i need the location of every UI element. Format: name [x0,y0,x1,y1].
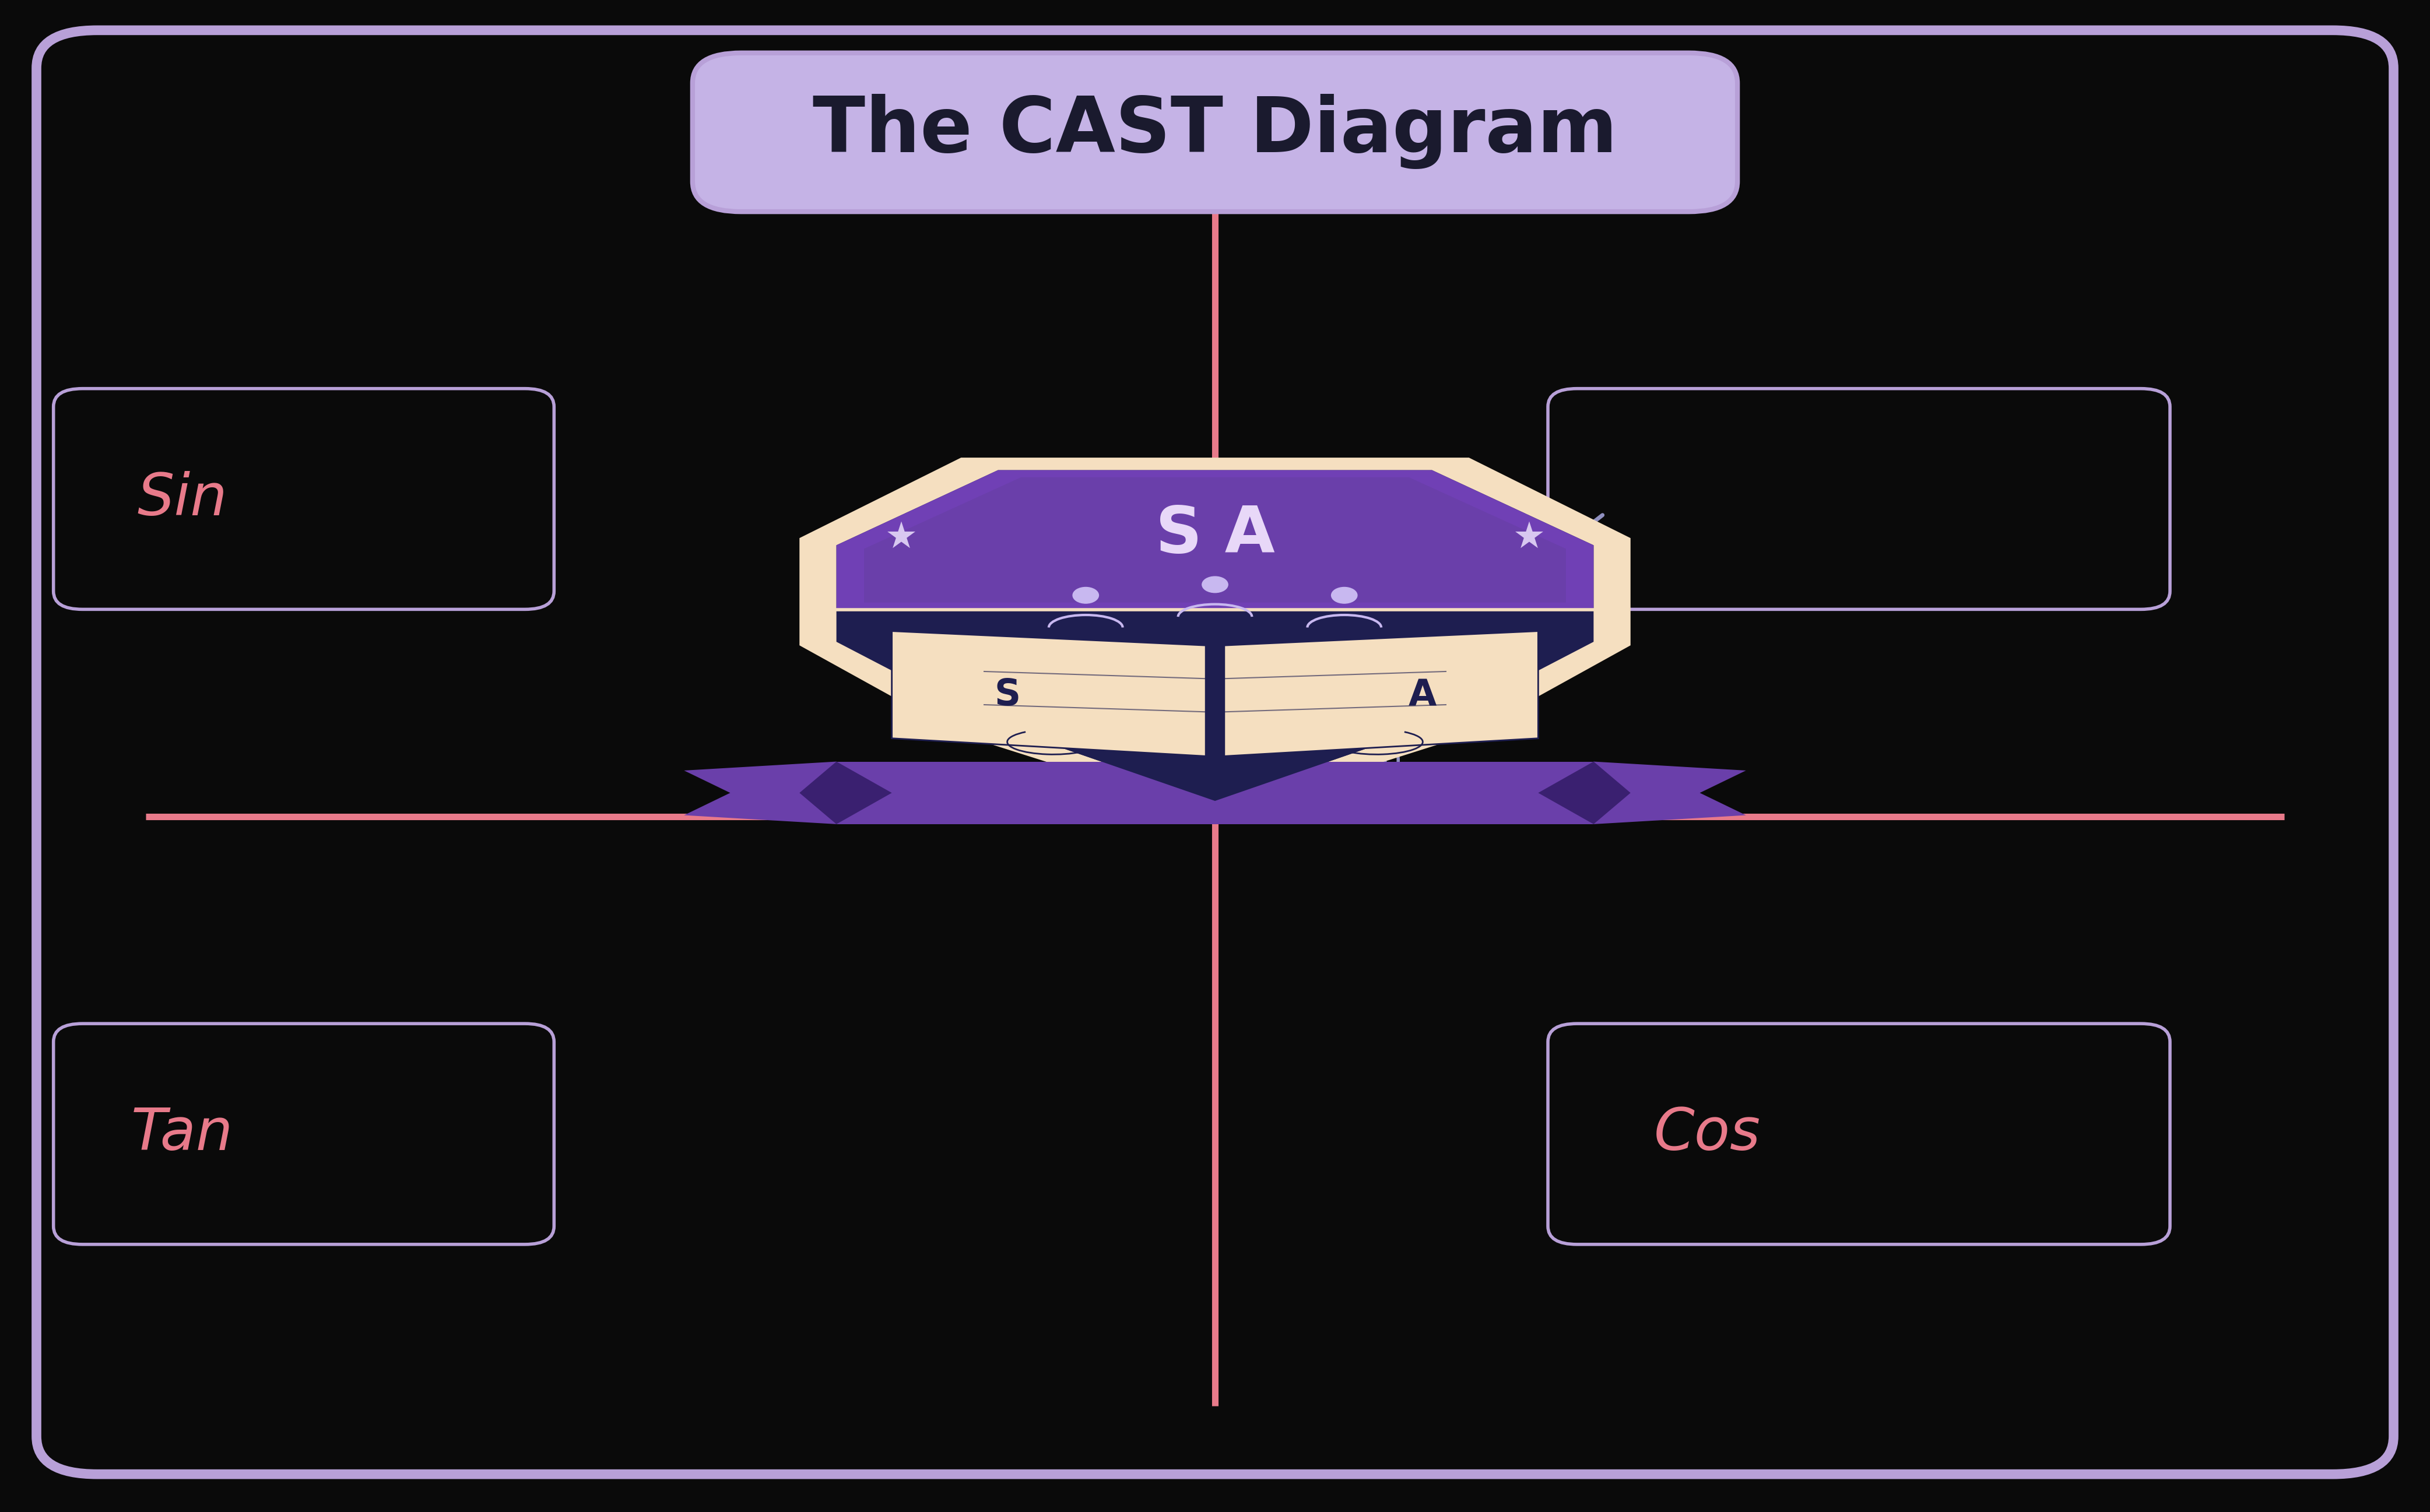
FancyBboxPatch shape [693,53,1737,212]
Text: S A: S A [1154,503,1276,565]
Circle shape [1072,587,1098,603]
Polygon shape [865,478,1565,602]
Polygon shape [836,470,1594,801]
Polygon shape [1538,762,1631,824]
Text: Sin: Sin [136,470,228,528]
Circle shape [1203,576,1227,593]
Text: A: A [1409,677,1436,712]
Polygon shape [1538,762,1745,824]
Circle shape [1332,587,1358,603]
Polygon shape [685,762,892,824]
Polygon shape [892,631,1205,756]
Polygon shape [836,470,1594,609]
Text: 60: 60 [1361,747,1402,779]
Text: Tan: Tan [131,1105,233,1163]
FancyBboxPatch shape [36,30,2394,1474]
Polygon shape [836,762,1594,824]
Polygon shape [799,458,1631,815]
Polygon shape [1225,631,1538,756]
Text: ★: ★ [885,520,919,555]
Polygon shape [799,762,892,824]
FancyBboxPatch shape [53,1024,554,1244]
Text: Cos: Cos [1655,1105,1759,1163]
Text: S: S [994,677,1021,712]
FancyBboxPatch shape [1548,1024,2170,1244]
Text: The CAST Diagram: The CAST Diagram [812,94,1618,169]
Text: ★: ★ [1511,520,1545,555]
Polygon shape [999,726,1431,801]
FancyBboxPatch shape [53,389,554,609]
FancyBboxPatch shape [1548,389,2170,609]
